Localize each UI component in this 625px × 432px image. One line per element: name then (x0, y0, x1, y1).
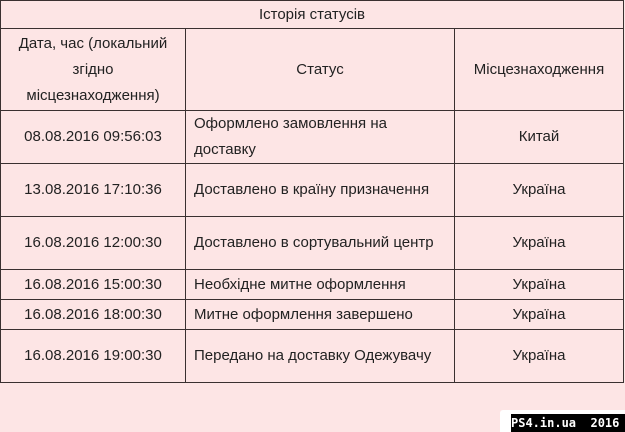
watermark: PS4.in.ua 2016 (511, 414, 625, 432)
status-cell: Необхідне митне оформлення (185, 269, 455, 300)
table-row: 16.08.2016 12:00:30 Доставлено в сортува… (0, 216, 624, 270)
location-cell: Україна (454, 269, 624, 300)
datetime-cell: 13.08.2016 17:10:36 (0, 163, 186, 217)
column-header-status: Статус (185, 28, 455, 111)
table-row: 16.08.2016 15:00:30 Необхідне митне офор… (0, 269, 624, 300)
table-title: Історія статусів (0, 0, 624, 29)
table-row: 16.08.2016 19:00:30 Передано на доставку… (0, 329, 624, 383)
table-row: 16.08.2016 18:00:30 Митне оформлення зав… (0, 299, 624, 330)
location-cell: Україна (454, 163, 624, 217)
status-cell: Оформлено замовлення на доставку (185, 110, 455, 164)
table-row: 13.08.2016 17:10:36 Доставлено в країну … (0, 163, 624, 217)
datetime-cell: 16.08.2016 19:00:30 (0, 329, 186, 383)
datetime-cell: 16.08.2016 18:00:30 (0, 299, 186, 330)
column-header-datetime: Дата, час (локальний згідно місцезнаходж… (0, 28, 186, 111)
status-history-table: Історія статусів Дата, час (локальний зг… (0, 0, 624, 383)
location-cell: Україна (454, 329, 624, 383)
status-cell: Доставлено в сортувальний центр (185, 216, 455, 270)
datetime-cell: 16.08.2016 15:00:30 (0, 269, 186, 300)
status-cell: Передано на доставку Одежувачу (185, 329, 455, 383)
status-cell: Митне оформлення завершено (185, 299, 455, 330)
table-row: 08.08.2016 09:56:03 Оформлено замовлення… (0, 110, 624, 164)
datetime-cell: 08.08.2016 09:56:03 (0, 110, 186, 164)
datetime-cell: 16.08.2016 12:00:30 (0, 216, 186, 270)
column-header-location: Місцезнаходження (454, 28, 624, 111)
location-cell: Україна (454, 299, 624, 330)
location-cell: Україна (454, 216, 624, 270)
status-cell: Доставлено в країну призначення (185, 163, 455, 217)
location-cell: Китай (454, 110, 624, 164)
